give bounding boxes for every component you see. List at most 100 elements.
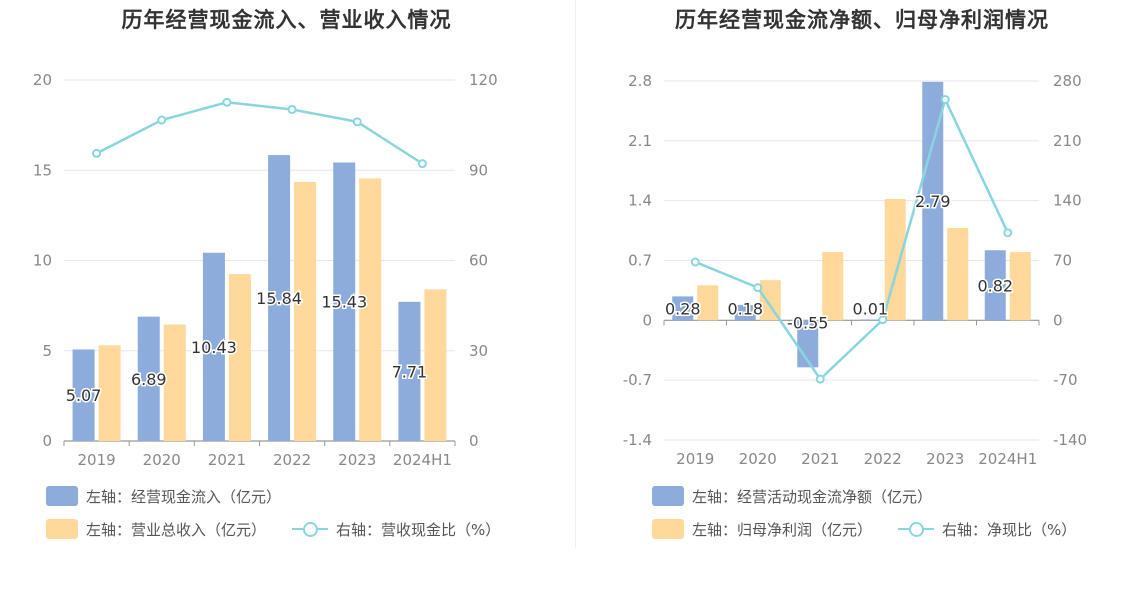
x-axis-tick-label: 2021 <box>801 450 839 468</box>
bar-data-label: -0.55 <box>787 313 828 332</box>
y-axis-right-tick-label: 60 <box>469 252 488 270</box>
legend-label: 左轴：经营活动现金流净额（亿元） <box>692 487 933 506</box>
x-axis-tick-label: 2020 <box>143 451 181 469</box>
bar-series-2 <box>163 324 186 441</box>
bar-series-1 <box>797 320 819 368</box>
bar-series-2 <box>822 251 844 321</box>
y-axis-right-tick-label: 30 <box>469 342 488 360</box>
bar-series-1 <box>922 81 944 321</box>
bar-series-2 <box>1009 251 1031 321</box>
y-axis-left-tick-label: 10 <box>33 252 52 270</box>
y-axis-right-tick-label: 280 <box>1053 72 1082 90</box>
line-point <box>287 104 297 114</box>
bar-series-1 <box>984 250 1006 321</box>
bar-series-2 <box>424 289 447 441</box>
panel-divider <box>575 0 576 548</box>
legend-line-icon <box>292 519 329 539</box>
bar-series-2 <box>947 228 969 321</box>
chart-plot-area: 0 5 10 15 20 0 30 60 90 120 2019 2020 2021 2022 2023 20… <box>33 71 498 469</box>
bar-series-2 <box>294 181 317 442</box>
legend-item-line[interactable]: 右轴：营收现金比（%） <box>292 519 500 540</box>
bar-data-label: 5.07 <box>66 386 102 405</box>
bar-data-label: 0.82 <box>977 276 1013 295</box>
bar-series-1 <box>72 349 95 441</box>
y-axis-right-tick-label: 120 <box>469 71 498 89</box>
legend-swatch <box>46 519 78 539</box>
y-axis-left-tick-label: -0.7 <box>623 371 652 389</box>
line-point <box>815 374 825 384</box>
bar-series-1 <box>333 162 356 441</box>
y-axis-right-tick-label: 90 <box>469 161 488 179</box>
bar-series-2 <box>228 274 251 441</box>
y-axis-right-tick-label: 0 <box>469 432 479 450</box>
y-axis-left-tick-label: 2.1 <box>628 132 652 150</box>
line-point <box>878 315 888 325</box>
y-axis-left-tick-label: 1.4 <box>628 192 652 210</box>
bar-data-label: 2.79 <box>915 192 951 211</box>
legend-swatch <box>652 486 684 506</box>
legend-item-bar2[interactable]: 左轴：归母净利润（亿元） <box>652 519 872 540</box>
y-axis-left-tick-label: 5 <box>42 342 52 360</box>
y-axis-left-tick-label: 20 <box>33 71 52 89</box>
bar-series-1 <box>137 316 160 441</box>
y-axis-left-tick-label: 15 <box>33 161 52 179</box>
y-axis-left-tick-label: 0 <box>642 311 652 329</box>
x-axis-tick-label: 2023 <box>338 451 376 469</box>
legend-line-icon <box>898 519 935 539</box>
chart-title: 历年经营现金流入、营业收入情况 <box>121 8 452 32</box>
x-axis-tick-label: 2019 <box>77 451 115 469</box>
bar-series-1 <box>734 304 756 321</box>
bar-series-1 <box>202 252 225 441</box>
y-axis-left-tick-label: 0 <box>42 432 52 450</box>
x-axis-tick-label: 2022 <box>864 450 902 468</box>
line-point <box>1003 228 1013 238</box>
y-axis-left-tick-label: -1.4 <box>623 431 652 449</box>
legend-label: 左轴：归母净利润（亿元） <box>692 520 873 539</box>
y-axis-left-tick-label: 2.8 <box>628 72 652 90</box>
x-axis-tick-label: 2022 <box>273 451 311 469</box>
chart-panel-left: 历年经营现金流入、营业收入情况 0 5 10 15 20 0 30 60 90 120 2019 20… <box>0 0 573 589</box>
bar-data-label: 10.43 <box>191 338 237 357</box>
legend-label: 左轴：营业总收入（亿元） <box>86 520 267 539</box>
legend-label: 右轴：营收现金比（%） <box>336 520 501 539</box>
bar-data-label: 0.01 <box>852 299 888 318</box>
legend-item-bar1[interactable]: 左轴：经营现金流入（亿元） <box>46 486 281 507</box>
bar-data-label: 7.71 <box>392 362 428 381</box>
y-axis-right-tick-label: 0 <box>1053 311 1063 329</box>
x-axis-tick-label: 2019 <box>676 450 714 468</box>
legend-label: 左轴：经营现金流入（亿元） <box>86 487 282 506</box>
x-axis-tick-label: 2020 <box>739 450 777 468</box>
bar-data-label: 15.84 <box>256 289 302 308</box>
bar-data-label: 15.43 <box>321 293 367 312</box>
x-axis-tick-label: 2023 <box>926 450 964 468</box>
x-axis-tick-label: 2024H1 <box>393 451 452 469</box>
bar-series-1 <box>859 319 881 321</box>
bar-series-1 <box>398 301 421 441</box>
y-axis-left-tick-label: 0.7 <box>628 252 652 270</box>
line-point <box>753 283 763 293</box>
line-point <box>92 148 102 158</box>
y-axis-right-tick-label: -70 <box>1053 371 1078 389</box>
bar-series-2 <box>697 285 719 321</box>
bar-series-2 <box>98 345 121 441</box>
bar-series-1 <box>268 155 291 441</box>
bar-data-label: 6.89 <box>131 370 167 389</box>
legend-item-bar1[interactable]: 左轴：经营活动现金流净额（亿元） <box>652 486 932 507</box>
legend-item-bar2[interactable]: 左轴：营业总收入（亿元） <box>46 519 266 540</box>
chart-legend: 左轴：经营现金流入（亿元） 左轴：营业总收入（亿元） 右轴：营收现金比（%） <box>46 485 526 551</box>
chart-legend: 左轴：经营活动现金流净额（亿元） 左轴：归母净利润（亿元） 右轴：净现比（%） <box>652 485 1102 551</box>
x-axis-tick-label: 2024H1 <box>978 450 1037 468</box>
y-axis-right-tick-label: 140 <box>1053 192 1082 210</box>
line-point <box>222 97 232 107</box>
chart-title: 历年经营现金流净额、归母净利润情况 <box>675 8 1049 32</box>
line-series <box>694 95 1009 382</box>
x-axis-tick-label: 2021 <box>208 451 246 469</box>
legend-label: 右轴：净现比（%） <box>942 520 1077 539</box>
line-point <box>352 117 362 127</box>
bar-series-1 <box>672 296 694 321</box>
y-axis-right-tick-label: 210 <box>1053 132 1082 150</box>
legend-item-line[interactable]: 右轴：净现比（%） <box>898 519 1076 540</box>
line-point <box>940 95 950 105</box>
bar-series-2 <box>759 280 781 321</box>
bar-data-label: 0.18 <box>727 299 763 318</box>
